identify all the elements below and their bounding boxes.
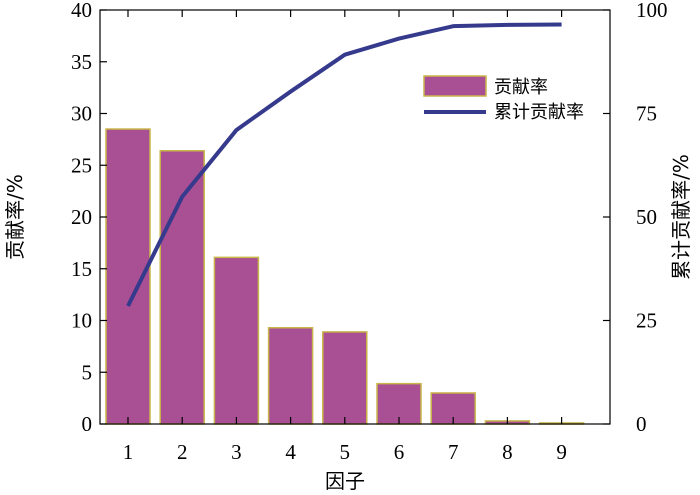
y-tick-label: 5: [82, 360, 93, 384]
bars-layer: [105, 128, 585, 425]
x-tick-label: 9: [556, 440, 567, 464]
legend: 贡献率 累计贡献率: [423, 75, 584, 123]
y-tick-label: 40: [71, 0, 92, 22]
y2-tick-label: 75: [636, 102, 657, 126]
x-tick-label: 2: [177, 440, 188, 464]
bar-factor-2: [159, 150, 205, 425]
x-tick-label: 1: [123, 440, 134, 464]
y-tick-label: 35: [71, 50, 92, 74]
bar-factor-5: [322, 331, 368, 425]
bar-factor-3: [213, 256, 260, 425]
x-tick-label: 6: [394, 440, 405, 464]
cumulative-line: [126, 22, 562, 307]
y2-tick-label: 0: [636, 412, 647, 436]
legend-swatch-bar: [423, 75, 487, 97]
x-tick-label: 3: [231, 440, 242, 464]
x-tick-label: 8: [502, 440, 513, 464]
y-tick-label: 25: [71, 153, 92, 177]
y-tick-label: 15: [71, 257, 92, 281]
x-tick-label: 4: [285, 440, 296, 464]
y2-tick-label: 50: [636, 205, 657, 229]
legend-label-line: 累计贡献率: [494, 102, 584, 123]
bar-factor-4: [267, 326, 314, 425]
y-tick-label: 10: [71, 309, 92, 333]
y-axis-title: 贡献率/%: [3, 174, 27, 260]
y-tick-label: 20: [71, 205, 92, 229]
legend-label-bar: 贡献率: [494, 77, 548, 98]
y2-axis-title: 累计贡献率/%: [669, 154, 693, 280]
y2-tick-label: 25: [636, 309, 657, 333]
y-tick-label: 0: [82, 412, 93, 436]
y-tick-label: 30: [71, 102, 92, 126]
x-axis-title: 因子: [325, 469, 365, 493]
y2-tick-label: 100: [636, 0, 668, 22]
ticks-layer: 0 5 10 15 20 25 30 35 40 0 25 50 75 100 1 2 3 4 5 6 7 8 9: [71, 0, 668, 464]
line-layer: [126, 22, 562, 307]
x-tick-label: 5: [340, 440, 351, 464]
x-tick-label: 7: [448, 440, 459, 464]
